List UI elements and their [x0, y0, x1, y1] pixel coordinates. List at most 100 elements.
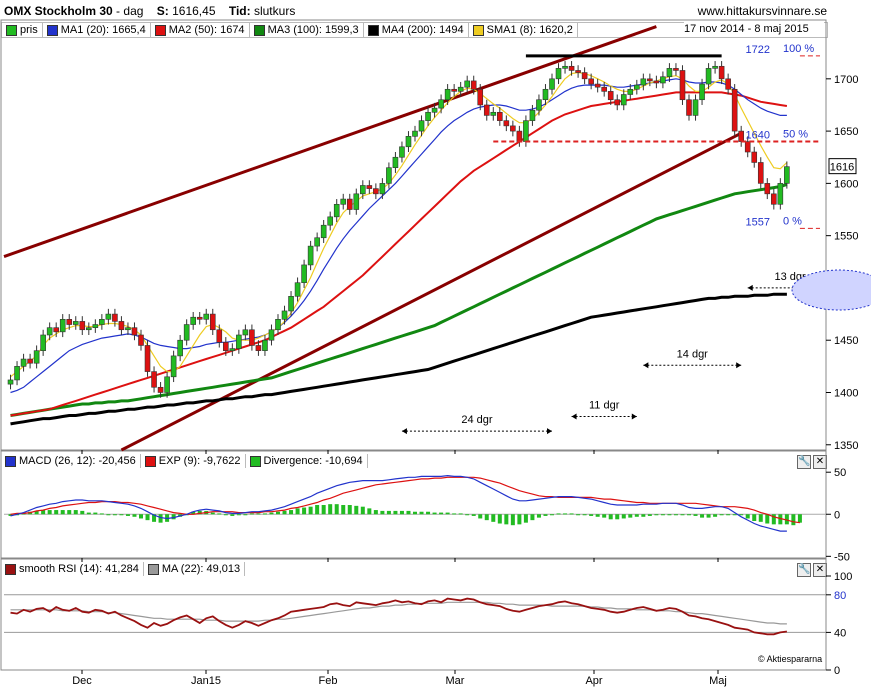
divergence-bar — [86, 512, 91, 515]
candle-body — [555, 68, 562, 80]
candle-body — [118, 321, 125, 331]
legend-swatch — [5, 563, 16, 575]
candle-body — [170, 355, 177, 378]
candle-body — [46, 327, 53, 336]
candle-body — [634, 84, 640, 90]
candle-body — [27, 358, 33, 364]
fib-level-value: 1557 — [746, 216, 770, 228]
legend-label: MA2 (50): 1674 — [168, 24, 245, 36]
divergence-bar — [419, 511, 424, 515]
legend-item-pris: pris — [2, 23, 43, 37]
candle-body — [614, 99, 621, 106]
divergence-bar — [223, 514, 228, 516]
candle-body — [744, 141, 751, 153]
candle-body — [438, 99, 444, 109]
candle-body — [360, 185, 366, 195]
legend-label: pris — [20, 24, 38, 36]
divergence-bar — [321, 505, 326, 515]
candle-body — [399, 146, 405, 158]
legend-swatch — [253, 24, 265, 36]
candle-body — [699, 83, 705, 101]
divergence-bar — [54, 510, 59, 515]
candle-body — [340, 198, 347, 205]
divergence-bar — [249, 513, 254, 515]
divergence-bar — [673, 514, 678, 516]
candle-body — [275, 319, 281, 331]
candle-body — [653, 80, 660, 84]
candle-body — [764, 183, 771, 195]
divergence-bar — [393, 510, 398, 515]
divergence-bar — [210, 512, 215, 515]
ma4-line — [10, 292, 787, 426]
s-value: 1616,45 — [172, 4, 216, 18]
aktiespararna-logo: © Aktiespararna — [758, 654, 823, 664]
ma1-line — [10, 78, 787, 394]
divergence-bar — [399, 510, 404, 515]
divergence-bar — [152, 514, 157, 522]
tid-value: slutkurs — [253, 4, 296, 18]
candle-body — [542, 88, 549, 101]
candle-body — [327, 216, 333, 226]
divergence-bar — [687, 514, 691, 516]
divergence-bar — [276, 511, 280, 515]
divergence-bar — [556, 513, 561, 515]
divergence-bar — [660, 514, 665, 516]
candle-body — [144, 345, 151, 372]
candle-body — [718, 65, 725, 80]
candle-body — [594, 83, 601, 88]
y-tick-label: 1400 — [834, 387, 858, 399]
s-label: S: — [156, 4, 169, 18]
divergence-bar — [589, 514, 594, 516]
y-tick-label: 1700 — [834, 74, 858, 86]
candle-body — [229, 348, 236, 351]
candle-body — [581, 72, 588, 80]
legend-item-ma4: MA4 (200): 1494 — [364, 23, 469, 37]
divergence-bar — [608, 514, 613, 520]
candle-body — [138, 334, 144, 346]
candle-body — [731, 88, 738, 132]
divergence-bar — [745, 514, 750, 519]
candle-body — [477, 88, 484, 106]
macd-settings-button[interactable]: 🔧 — [797, 455, 811, 469]
divergence-bar — [569, 513, 574, 515]
site-label[interactable]: www.hittakursvinnare.se — [697, 4, 827, 18]
rsi-settings-button[interactable]: 🔧 — [797, 563, 811, 577]
rsi-legend: smooth RSI (14): 41,284 MA (22): 49,013 — [1, 562, 246, 576]
divergence-bar — [243, 514, 248, 516]
wrench-icon: 🔧 — [798, 456, 811, 467]
tid-label: Tid: — [228, 4, 251, 18]
fib-level-pct: 100 % — [783, 43, 814, 55]
legend-label: MA (22): 49,013 — [161, 563, 241, 575]
divergence-bar — [667, 514, 672, 516]
candle-body — [523, 120, 529, 142]
legend-item-rsi_ma: MA (22): 49,013 — [144, 562, 246, 576]
y-tick-label: 80 — [834, 590, 846, 602]
legend-swatch — [46, 24, 58, 36]
candle-body — [366, 185, 373, 189]
ma3-line — [10, 182, 788, 417]
divergence-bar — [471, 514, 476, 516]
trend-line-lower — [120, 131, 742, 452]
candle-body — [177, 339, 183, 357]
candle-body — [59, 319, 66, 333]
divergence-bar — [732, 514, 737, 516]
arrow-head — [747, 284, 753, 291]
legend-item-ma2: MA2 (50): 1674 — [151, 23, 250, 37]
legend-label: MA3 (100): 1599,3 — [267, 24, 359, 36]
legend-swatch — [147, 563, 159, 575]
divergence-bar — [289, 510, 294, 515]
divergence-bar — [197, 510, 202, 515]
legend-swatch — [249, 455, 261, 467]
divergence-bar — [328, 504, 333, 515]
fib-level-pct: 0 % — [783, 215, 802, 227]
candle-body — [725, 78, 731, 90]
y-tick-label: 1450 — [834, 335, 858, 347]
divergence-bar — [426, 511, 431, 515]
candle-body — [503, 120, 510, 127]
divergence-bar — [139, 514, 143, 519]
candle-body — [392, 156, 399, 168]
y-tick-label: -50 — [834, 551, 850, 563]
divergence-bar — [576, 514, 581, 516]
y-tick-label: 1600 — [834, 178, 858, 190]
candle-body — [425, 111, 431, 121]
